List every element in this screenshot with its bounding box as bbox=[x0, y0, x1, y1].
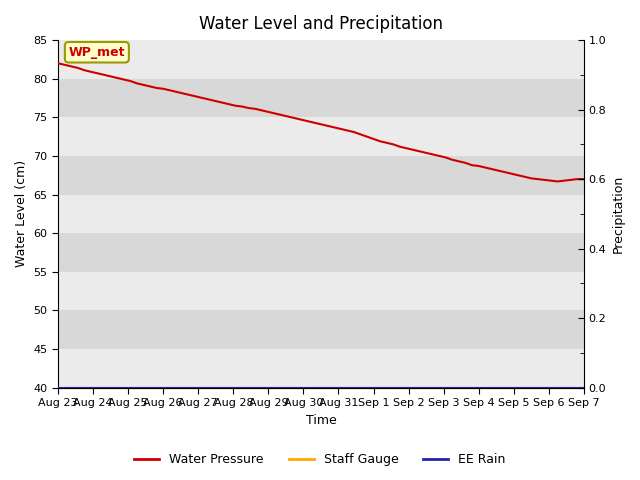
Bar bbox=[58, 194, 584, 233]
Bar bbox=[58, 156, 584, 194]
Title: Water Level and Precipitation: Water Level and Precipitation bbox=[199, 15, 443, 33]
Bar bbox=[58, 79, 584, 117]
Legend: Water Pressure, Staff Gauge, EE Rain: Water Pressure, Staff Gauge, EE Rain bbox=[129, 448, 511, 471]
X-axis label: Time: Time bbox=[305, 414, 337, 427]
Text: WP_met: WP_met bbox=[68, 46, 125, 59]
Y-axis label: Water Level (cm): Water Level (cm) bbox=[15, 160, 28, 267]
Bar bbox=[58, 40, 584, 79]
Bar bbox=[58, 349, 584, 388]
Bar bbox=[58, 272, 584, 311]
Bar bbox=[58, 233, 584, 272]
Bar bbox=[58, 311, 584, 349]
Y-axis label: Precipitation: Precipitation bbox=[612, 175, 625, 253]
Bar bbox=[58, 117, 584, 156]
